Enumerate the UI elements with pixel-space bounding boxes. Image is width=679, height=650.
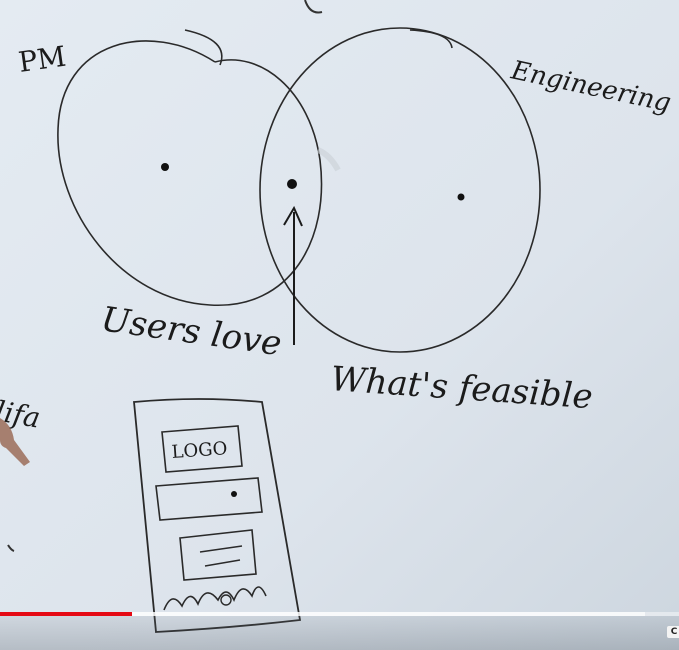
engineering-dot (457, 193, 465, 201)
label-pm: PM (16, 40, 68, 79)
intersection-dot (287, 179, 297, 189)
engineering-circle-tail (409, 29, 453, 49)
pm-dot (161, 163, 169, 171)
pm-circle (57, 40, 323, 306)
wireframe-logo-label: LOGO (171, 438, 228, 463)
video-control-bar (0, 616, 679, 650)
arrow-head (283, 205, 303, 227)
video-progress-bar[interactable] (0, 612, 679, 616)
phone-wireframe: LOGO (133, 398, 302, 633)
video-buffer-bar (132, 612, 646, 616)
marker-hand (0, 418, 30, 466)
pm-circle-tail (184, 29, 223, 66)
top-scribble (304, 0, 323, 14)
video-progress-fill (0, 612, 133, 616)
captions-button[interactable]: C (667, 626, 679, 638)
engineering-circle (259, 27, 541, 353)
